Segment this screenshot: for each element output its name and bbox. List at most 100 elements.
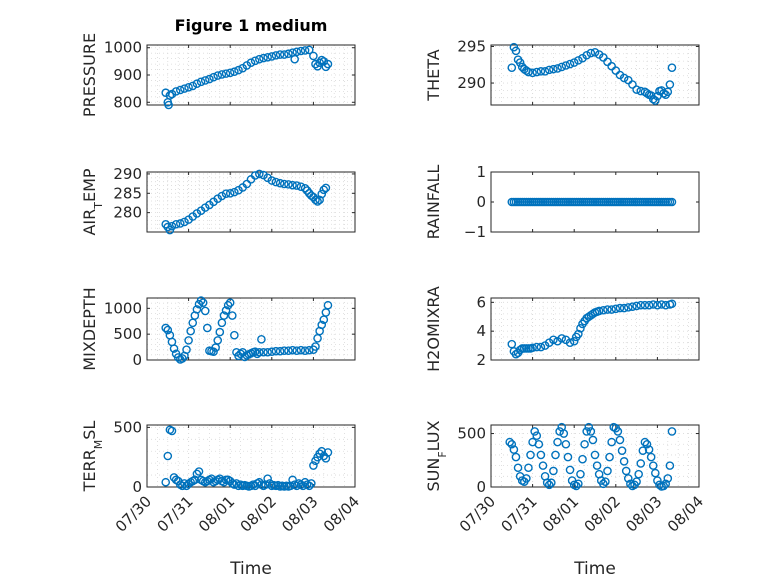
data-point (574, 479, 583, 489)
data-point (271, 51, 281, 60)
data-point (557, 334, 567, 343)
data-point (565, 59, 575, 69)
x-tick-label: 08/03 (278, 492, 321, 535)
data-point (323, 59, 333, 69)
y-tick-label: 800 (113, 93, 142, 111)
axes-box (490, 44, 700, 106)
y-tick-label: 0 (476, 193, 486, 211)
data-point (304, 45, 314, 55)
data-point (607, 437, 616, 447)
subplot-rainfall: −1 0 1 RAINFALL (424, 163, 700, 241)
x-axis-label-right: Time (573, 559, 616, 579)
data-point (230, 330, 239, 340)
data-point (653, 476, 662, 485)
data-point (275, 178, 285, 188)
y-tick-label: 1000 (104, 39, 142, 57)
data-point (651, 96, 660, 105)
data-point (315, 449, 324, 458)
data-point (661, 300, 671, 310)
data-point (271, 177, 281, 187)
data-point (526, 450, 535, 460)
data-point (259, 53, 268, 63)
data-point (594, 306, 604, 316)
data-point (530, 427, 539, 436)
y-axis-label: MIXDEPTH (80, 287, 99, 370)
y-tick-label: 1000 (104, 299, 142, 317)
data-point (524, 463, 533, 473)
data-point (605, 452, 614, 462)
x-tick-label: 08/04 (320, 492, 363, 535)
data-point (563, 452, 573, 462)
data-point (632, 85, 641, 94)
axes-box (146, 171, 356, 233)
data-point (184, 336, 193, 345)
y-tick-label: 290 (457, 74, 486, 92)
y-axis-label: THETA (424, 49, 443, 101)
data-point (300, 46, 310, 55)
data-point (578, 454, 587, 464)
data-point (203, 323, 212, 333)
data-point (307, 479, 316, 488)
data-point (171, 219, 181, 229)
data-point (559, 429, 569, 438)
data-point (607, 305, 616, 314)
data-point (198, 298, 208, 307)
data-point (323, 448, 333, 457)
data-point (167, 221, 177, 231)
x-tick-label: 08/04 (664, 492, 707, 535)
x-tick-label: 07/31 (153, 492, 196, 535)
y-tick-label: 6 (476, 293, 486, 311)
data-point (565, 338, 575, 347)
data-point (509, 445, 519, 454)
data-point (317, 320, 327, 330)
data-point (255, 347, 264, 357)
data-point (165, 91, 175, 100)
x-tick-label: 08/02 (581, 492, 624, 535)
data-point (505, 437, 515, 447)
axes-box (490, 424, 700, 488)
data-point (225, 298, 235, 307)
data-point (300, 346, 310, 356)
data-point (569, 336, 579, 346)
data-point (632, 477, 641, 486)
data-point (515, 345, 525, 355)
data-point (665, 461, 675, 470)
data-point (317, 446, 327, 456)
data-point (528, 68, 537, 78)
data-point (648, 300, 658, 309)
data-point (200, 306, 210, 316)
data-point (267, 52, 277, 61)
data-point (161, 323, 171, 333)
y-tick-label: 280 (113, 204, 142, 222)
data-point (536, 450, 546, 460)
x-tick-label: 07/30 (112, 492, 155, 535)
data-point (636, 300, 646, 310)
data-point (221, 69, 231, 78)
y-axis-label: AIRTEMP (80, 168, 105, 235)
data-point (230, 67, 239, 77)
data-point (511, 46, 521, 56)
data-point (640, 437, 650, 447)
data-point (588, 435, 598, 445)
data-point (259, 347, 268, 357)
data-point (275, 346, 285, 356)
data-point (250, 171, 260, 180)
data-point (171, 87, 181, 96)
data-point (659, 88, 668, 98)
data-point (279, 346, 289, 356)
data-point (313, 197, 322, 206)
data-point (651, 468, 660, 478)
y-axis-label: SUNFLUX (424, 420, 449, 491)
y-tick-label: −1 (464, 223, 486, 241)
data-point (304, 481, 314, 491)
subplot-mixdepth: 0 500 1000 MIXDEPTH (80, 287, 356, 371)
data-point (586, 427, 596, 436)
y-tick-label: 500 (457, 425, 486, 443)
y-tick-label: 500 (113, 418, 142, 436)
subplot-h2omixra: 2 4 6 H2OMIXRA (424, 286, 700, 372)
data-point (636, 459, 646, 468)
data-point (542, 478, 552, 488)
data-point (536, 342, 546, 352)
